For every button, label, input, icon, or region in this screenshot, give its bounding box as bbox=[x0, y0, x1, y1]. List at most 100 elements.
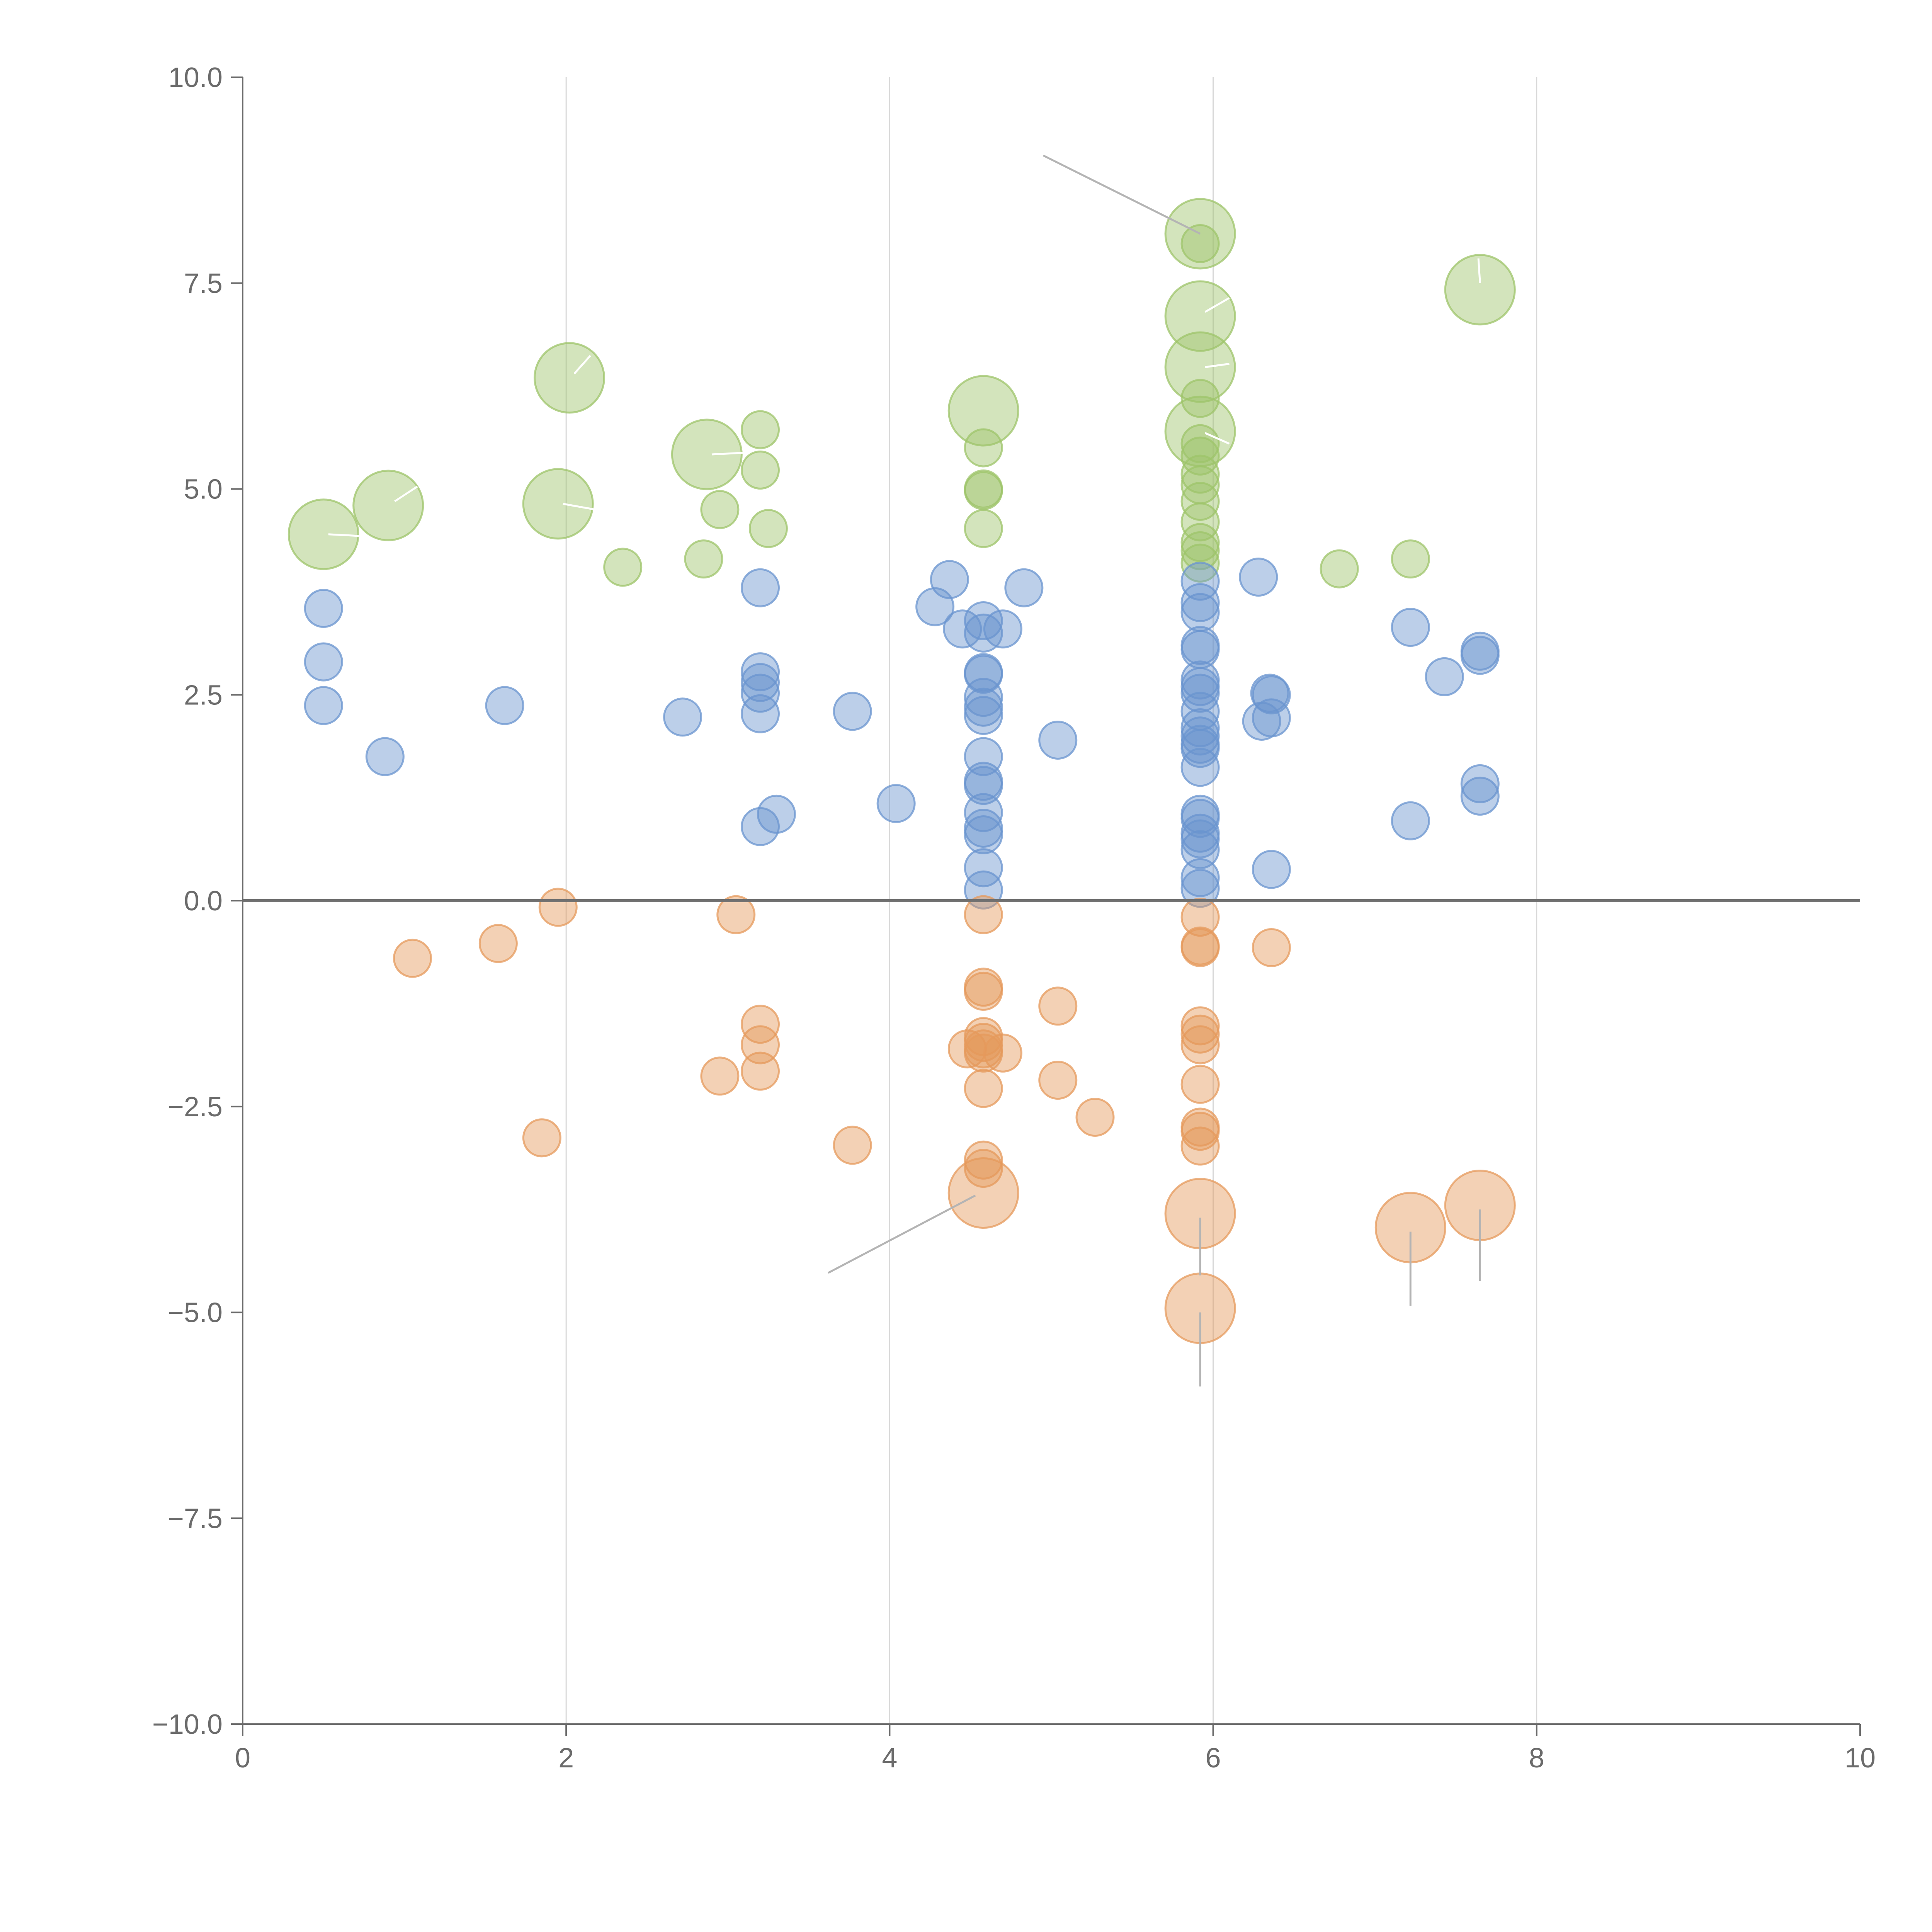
green-bubble-20 bbox=[1180, 379, 1220, 418]
orange-bubble-24 bbox=[1038, 1061, 1078, 1100]
blue-bubble-34 bbox=[1004, 568, 1044, 607]
green-bubble-7 bbox=[700, 490, 740, 529]
green-bubble-3 bbox=[534, 342, 605, 414]
blue-bubble-28 bbox=[964, 793, 1003, 832]
leader-line-11 bbox=[1204, 297, 1230, 313]
blue-bubble-7 bbox=[741, 652, 780, 692]
x-tick-label: 8 bbox=[1529, 1743, 1544, 1774]
orange-bubble-34 bbox=[1180, 1112, 1220, 1151]
orange-bubble-3 bbox=[538, 888, 578, 927]
blue-bubble-65 bbox=[1425, 657, 1464, 696]
blue-bubble-12 bbox=[757, 794, 796, 834]
orange-bubble-8 bbox=[741, 1051, 780, 1091]
y-tick-label: 7.5 bbox=[184, 268, 223, 299]
orange-bubble-25 bbox=[1075, 1097, 1115, 1137]
x-tick-label: 6 bbox=[1206, 1743, 1221, 1774]
green-bubble-32 bbox=[1391, 539, 1430, 579]
blue-bubble-21 bbox=[964, 655, 1003, 694]
blue-bubble-61 bbox=[1252, 698, 1291, 738]
blue-bubble-30 bbox=[964, 815, 1003, 855]
blue-bubble-23 bbox=[964, 687, 1003, 727]
blue-bubble-24 bbox=[964, 696, 1003, 735]
green-bubble-31 bbox=[1320, 549, 1359, 588]
orange-bubble-23 bbox=[1038, 986, 1078, 1026]
green-bubble-8 bbox=[741, 410, 780, 449]
orange-bubble-2 bbox=[522, 1118, 561, 1158]
x-tick-label: 4 bbox=[882, 1743, 897, 1774]
orange-bubble-31 bbox=[1180, 1025, 1220, 1065]
green-bubble-4 bbox=[603, 548, 643, 587]
green-bubble-5 bbox=[684, 539, 723, 579]
blue-bubble-68 bbox=[1460, 764, 1500, 803]
green-bubble-11 bbox=[947, 375, 1019, 447]
orange-bubble-5 bbox=[716, 895, 756, 934]
blue-bubble-6 bbox=[741, 568, 780, 607]
orange-bubble-1 bbox=[478, 924, 518, 963]
green-bubble-24 bbox=[1180, 454, 1220, 494]
y-tick-label: 2.5 bbox=[184, 680, 223, 711]
blue-bubble-35 bbox=[1038, 720, 1078, 760]
green-bubble-33 bbox=[1444, 254, 1516, 326]
series-blue bbox=[304, 558, 1500, 910]
orange-bubble-4 bbox=[700, 1056, 740, 1096]
orange-bubble-22 bbox=[983, 1033, 1022, 1073]
orange-bubble-11 bbox=[964, 895, 1003, 934]
blue-bubble-4 bbox=[485, 686, 524, 725]
leader-line-8 bbox=[563, 503, 595, 511]
blue-bubble-3 bbox=[365, 737, 405, 776]
blue-bubble-31 bbox=[964, 848, 1003, 888]
y-tick-label: 5.0 bbox=[184, 474, 223, 505]
blue-bubble-10 bbox=[741, 694, 780, 733]
green-bubble-10 bbox=[748, 509, 788, 548]
leader-line-13 bbox=[1204, 432, 1230, 445]
orange-bubble-18 bbox=[964, 1069, 1003, 1108]
leader-line-10 bbox=[711, 452, 744, 456]
blue-bubble-13 bbox=[833, 692, 872, 731]
series-orange bbox=[393, 888, 1516, 1344]
blue-bubble-62 bbox=[1252, 850, 1291, 889]
orange-bubble-21 bbox=[947, 1157, 1019, 1229]
blue-bubble-1 bbox=[304, 642, 343, 682]
blue-bubble-69 bbox=[1460, 776, 1500, 816]
blue-bubble-55 bbox=[1180, 858, 1220, 897]
blue-bubble-46 bbox=[1180, 716, 1220, 756]
green-bubble-19 bbox=[1164, 331, 1236, 403]
orange-bubble-6 bbox=[741, 1005, 780, 1044]
green-bubble-2 bbox=[522, 468, 594, 540]
orange-bubble-32 bbox=[1180, 1065, 1220, 1104]
green-bubble-26 bbox=[1180, 481, 1220, 521]
label-leader-lines bbox=[328, 155, 1481, 1387]
blue-bubble-54 bbox=[1180, 830, 1220, 869]
blue-bubble-14 bbox=[876, 784, 916, 823]
green-bubble-1 bbox=[352, 469, 424, 541]
blue-bubble-19 bbox=[964, 613, 1003, 653]
green-bubble-29 bbox=[1180, 531, 1220, 570]
blue-bubble-45 bbox=[1180, 708, 1220, 747]
scatter-bubbles bbox=[287, 198, 1516, 1344]
orange-bubble-13 bbox=[964, 971, 1003, 1011]
x-axis-ticks: 0 2 4 6 8 10 bbox=[235, 1724, 1876, 1774]
orange-bubble-30 bbox=[1180, 1014, 1220, 1054]
leader-line-0 bbox=[1043, 155, 1201, 235]
series-green bbox=[287, 198, 1516, 588]
leader-line-14 bbox=[1477, 258, 1481, 283]
blue-bubble-11 bbox=[741, 807, 780, 846]
y-tick-label: −7.5 bbox=[168, 1503, 223, 1534]
orange-bubble-10 bbox=[947, 1029, 987, 1069]
blue-bubble-36 bbox=[1180, 561, 1220, 601]
orange-bubble-38 bbox=[1252, 928, 1291, 967]
blue-bubble-9 bbox=[741, 673, 780, 713]
blue-bubble-64 bbox=[1391, 801, 1430, 840]
orange-bubble-26 bbox=[1180, 898, 1220, 937]
blue-bubble-51 bbox=[1180, 799, 1220, 838]
green-bubble-14 bbox=[964, 471, 1003, 510]
y-axis-ticks: 10.0 7.5 5.0 2.5 0.0 −2.5 −5.0 −7.5 −10.0 bbox=[152, 62, 243, 1740]
blue-bubble-57 bbox=[1239, 558, 1278, 597]
green-bubble-0 bbox=[287, 498, 359, 570]
y-tick-label: −2.5 bbox=[168, 1092, 223, 1122]
blue-bubble-8 bbox=[741, 663, 780, 702]
orange-bubble-35 bbox=[1180, 1126, 1220, 1166]
blue-bubble-5 bbox=[663, 697, 702, 737]
blue-bubble-0 bbox=[304, 588, 343, 628]
